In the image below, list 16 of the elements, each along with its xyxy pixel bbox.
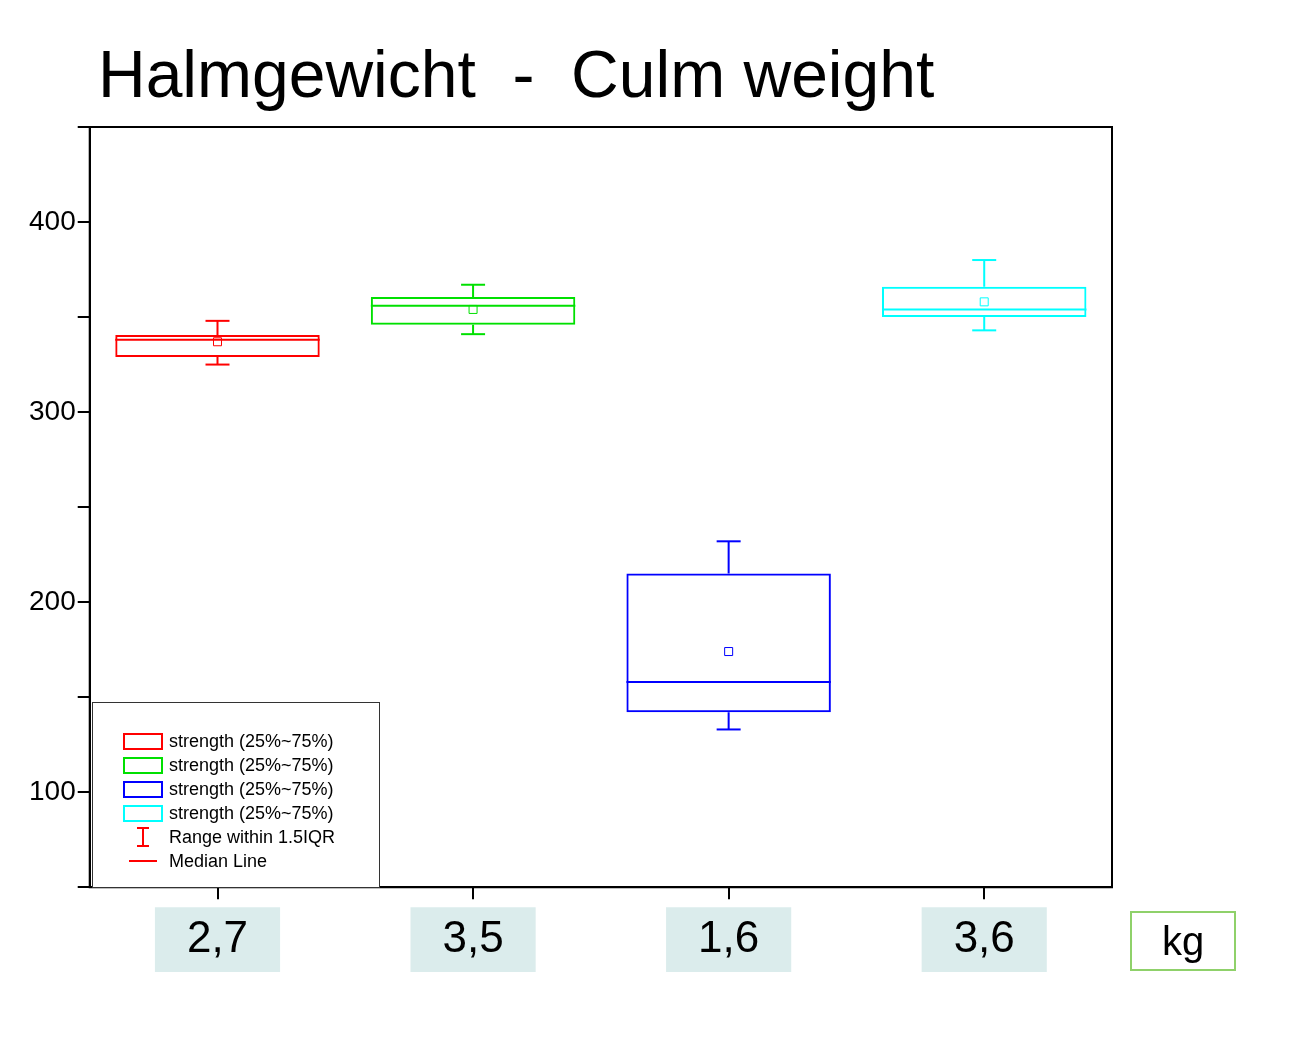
y-tick-label: 200 bbox=[29, 584, 76, 616]
x-tick-label: 1,6 bbox=[698, 911, 760, 961]
x-axis-title: kg bbox=[1130, 911, 1236, 971]
chart-title: Halmgewicht - Culm weight bbox=[98, 36, 935, 112]
legend-label: strength (25%~75%) bbox=[169, 754, 334, 776]
annotation: Median Line bbox=[169, 850, 268, 872]
annotation: Range within 1.5IQR bbox=[169, 826, 336, 848]
legend-label: strength (25%~75%) bbox=[169, 778, 334, 800]
y-tick-label: 400 bbox=[29, 204, 76, 236]
legend-label: strength (25%~75%) bbox=[169, 730, 334, 752]
x-tick-label: 3,5 bbox=[442, 911, 504, 961]
y-tick-label: 300 bbox=[29, 394, 76, 426]
x-tick-label: 2,7 bbox=[186, 911, 249, 961]
x-tick-label: 3,6 bbox=[953, 911, 1015, 961]
y-tick-label: 100 bbox=[29, 774, 76, 806]
legend-label: strength (25%~75%) bbox=[169, 802, 334, 824]
